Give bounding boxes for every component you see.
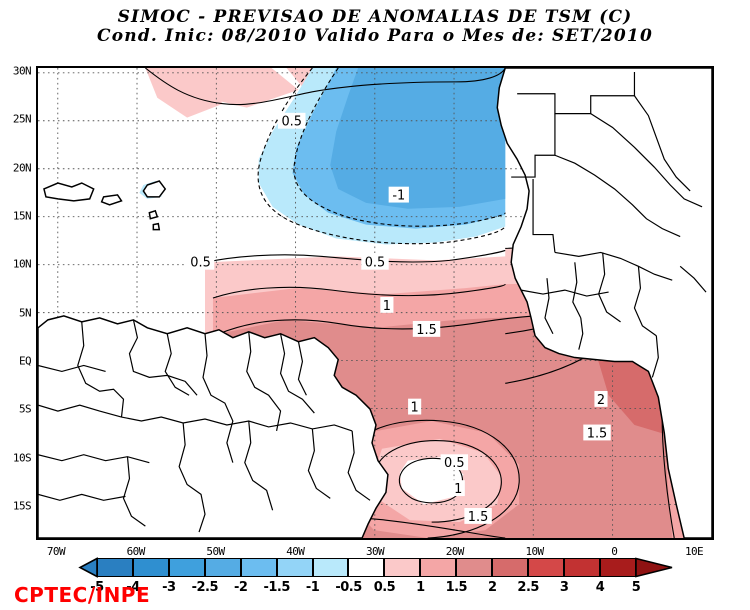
colorbar-tick-2p5: 2.5 <box>517 580 539 595</box>
contour-label-9: 0.5 <box>444 456 465 471</box>
x-tick-20W: 20W <box>445 545 465 558</box>
colorbar-tick-neg0p5: -0.5 <box>335 580 362 595</box>
contour-label-0: 0.5 <box>281 115 302 130</box>
y-tick-20N: 20N <box>12 161 32 175</box>
x-tick-50W: 50W <box>206 545 225 558</box>
colorbar-tick-4: 4 <box>595 580 605 595</box>
y-tick-30N: 30N <box>12 64 32 78</box>
political-borders <box>38 71 707 533</box>
colorbar-cell-2 <box>168 558 205 577</box>
contour-label-bg <box>278 112 306 129</box>
colorbar-tick-1p5: 1.5 <box>445 580 468 595</box>
colorbar-over-arrow <box>635 557 673 578</box>
contour-label-bg <box>440 454 469 471</box>
colorbar-tick-2: 2 <box>487 580 497 595</box>
contour-label-bg <box>388 186 409 203</box>
y-tick-5N: 5N <box>18 306 32 320</box>
colorbar-cell-14 <box>599 558 636 577</box>
contour-label-11: 1.5 <box>468 510 489 525</box>
y-tick-10N: 10N <box>12 257 32 271</box>
contour-label-6: 2 <box>597 393 605 408</box>
y-tick-EQ: EQ <box>18 354 32 368</box>
colorbar-tick-neg5: -5 <box>90 580 104 595</box>
x-tick-10W: 10W <box>525 545 544 558</box>
x-tick-60W: 60W <box>126 545 146 558</box>
colorbar-tick-neg2: -2 <box>233 580 248 595</box>
colorbar-cell-0 <box>97 558 133 577</box>
title-line-2: Cond. Inic: 08/2010 Valido Para o Mes de… <box>97 26 653 47</box>
sst-anomaly-map: 0.5 0.5 0.5 -1 1 1.5 2 1.5 1 0.5 1 1.5 <box>38 68 712 538</box>
colorbar-tick-neg2p5: -2.5 <box>191 580 219 595</box>
colorbar-under-arrow <box>78 557 98 578</box>
contour-label-1: 0.5 <box>190 256 211 271</box>
contour-label-8: 1 <box>411 401 419 416</box>
contour-label-bg <box>380 296 394 313</box>
colorbar-tick-neg4: -4 <box>126 580 140 595</box>
y-tick-10S: 10S <box>12 451 32 465</box>
map-plot-frame: 0.5 0.5 0.5 -1 1 1.5 2 1.5 1 0.5 1 1.5 <box>36 66 714 540</box>
colorbar-cell-6 <box>312 558 349 577</box>
colorbar-cell-7 <box>348 558 385 577</box>
contour-label-bg <box>594 390 608 407</box>
contour-label-bg <box>583 424 611 441</box>
colorbar: -5 -4 -3 -2.5 -2 -1.5 -1 -0.5 0.5 1 1.5 2 2.5 3 4 5 <box>0 556 750 610</box>
cptec-inpe-logo: CPTEC/INPE <box>14 583 151 607</box>
colorbar-cell-5 <box>276 558 313 577</box>
title-line-1: SIMOC - PREVISAO DE ANOMALIAS DE TSM (C) <box>117 7 633 27</box>
colorbar-tick-5: 5 <box>631 580 641 595</box>
x-tick-10E: 10E <box>685 545 704 558</box>
contour-label-bg <box>412 320 441 337</box>
x-tick-40W: 40W <box>286 545 305 558</box>
colorbar-cell-11 <box>492 558 529 577</box>
y-tick-15N: 15N <box>12 209 32 223</box>
contour-label-bg <box>361 253 389 270</box>
contour-label-bg <box>408 398 422 415</box>
colorbar-tick-0p5: 0.5 <box>373 580 396 595</box>
colorbar-cell-8 <box>384 558 421 577</box>
x-tick-70W: 70W <box>46 545 66 558</box>
contour-label-10: 1 <box>454 482 462 497</box>
colorbar-arrow-caps <box>78 557 673 578</box>
contour-label-4: 1 <box>383 299 391 314</box>
colorbar-cell-1 <box>132 558 169 577</box>
contour-label-bg <box>186 253 215 270</box>
colorbar-cell-9 <box>420 558 457 577</box>
x-tick-0: 0 <box>611 545 618 558</box>
contour-label-7: 1.5 <box>587 426 608 441</box>
contour-label-group: 0.5 0.5 0.5 -1 1 1.5 2 1.5 1 0.5 1 1.5 <box>186 112 611 525</box>
contour-label-5: 1.5 <box>416 323 437 338</box>
colorbar-cells <box>97 558 636 577</box>
colorbar-tick-neg1: -1 <box>305 580 320 595</box>
contour-label-bg <box>451 480 465 497</box>
contour-label-bg <box>464 508 492 524</box>
colorbar-cell-10 <box>456 558 493 577</box>
contour-label-3: -1 <box>392 189 405 204</box>
contour-label-2: 0.5 <box>365 256 386 271</box>
colorbar-cell-4 <box>240 558 277 577</box>
colorbar-tick-1: 1 <box>416 580 425 595</box>
colorbar-tick-3: 3 <box>559 580 569 595</box>
chart-title: SIMOC - PREVISAO DE ANOMALIAS DE TSM (C)… <box>0 7 750 47</box>
colorbar-cell-3 <box>204 558 241 577</box>
colorbar-cell-13 <box>563 558 600 577</box>
colorbar-cell-12 <box>528 558 564 577</box>
y-tick-15S: 15S <box>12 499 32 513</box>
y-tick-5S: 5S <box>18 402 32 416</box>
colorbar-tick-neg3: -3 <box>162 580 176 595</box>
x-tick-30W: 30W <box>365 545 385 558</box>
colorbar-tick-neg1p5: -1.5 <box>263 580 290 595</box>
y-tick-25N: 25N <box>12 112 32 126</box>
